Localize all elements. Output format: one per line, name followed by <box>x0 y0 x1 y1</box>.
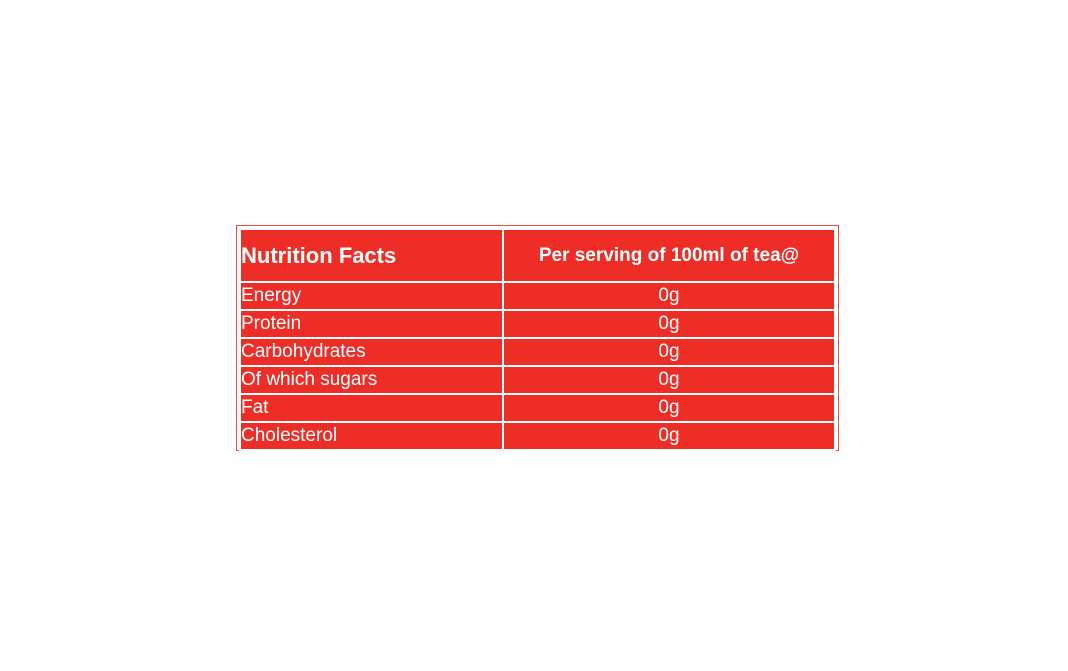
nutrient-amount: 0g <box>502 309 836 339</box>
table-row: Energy 0g <box>239 281 836 311</box>
table-row: Carbohydrates 0g <box>239 337 836 367</box>
table-header-row: Nutrition Facts Per serving of 100ml of … <box>239 228 836 283</box>
serving-size-heading: Per serving of 100ml of tea@ <box>502 228 836 283</box>
nutrient-amount: 0g <box>502 365 836 395</box>
nutrition-facts-panel: Nutrition Facts Per serving of 100ml of … <box>236 225 839 451</box>
nutrition-facts-table: Nutrition Facts Per serving of 100ml of … <box>239 228 836 451</box>
nutrient-name: Fat <box>239 393 504 423</box>
nutrient-amount: 0g <box>502 421 836 451</box>
nutrient-name: Protein <box>239 309 504 339</box>
nutrient-amount: 0g <box>502 393 836 423</box>
table-row: Fat 0g <box>239 393 836 423</box>
table-row: Of which sugars 0g <box>239 365 836 395</box>
nutrition-facts-heading: Nutrition Facts <box>239 228 504 283</box>
table-row: Protein 0g <box>239 309 836 339</box>
nutrient-name: Carbohydrates <box>239 337 504 367</box>
nutrient-name: Cholesterol <box>239 421 504 451</box>
nutrient-name: Energy <box>239 281 504 311</box>
nutrient-amount: 0g <box>502 281 836 311</box>
table-row: Cholesterol 0g <box>239 421 836 451</box>
nutrient-amount: 0g <box>502 337 836 367</box>
nutrient-name: Of which sugars <box>239 365 504 395</box>
